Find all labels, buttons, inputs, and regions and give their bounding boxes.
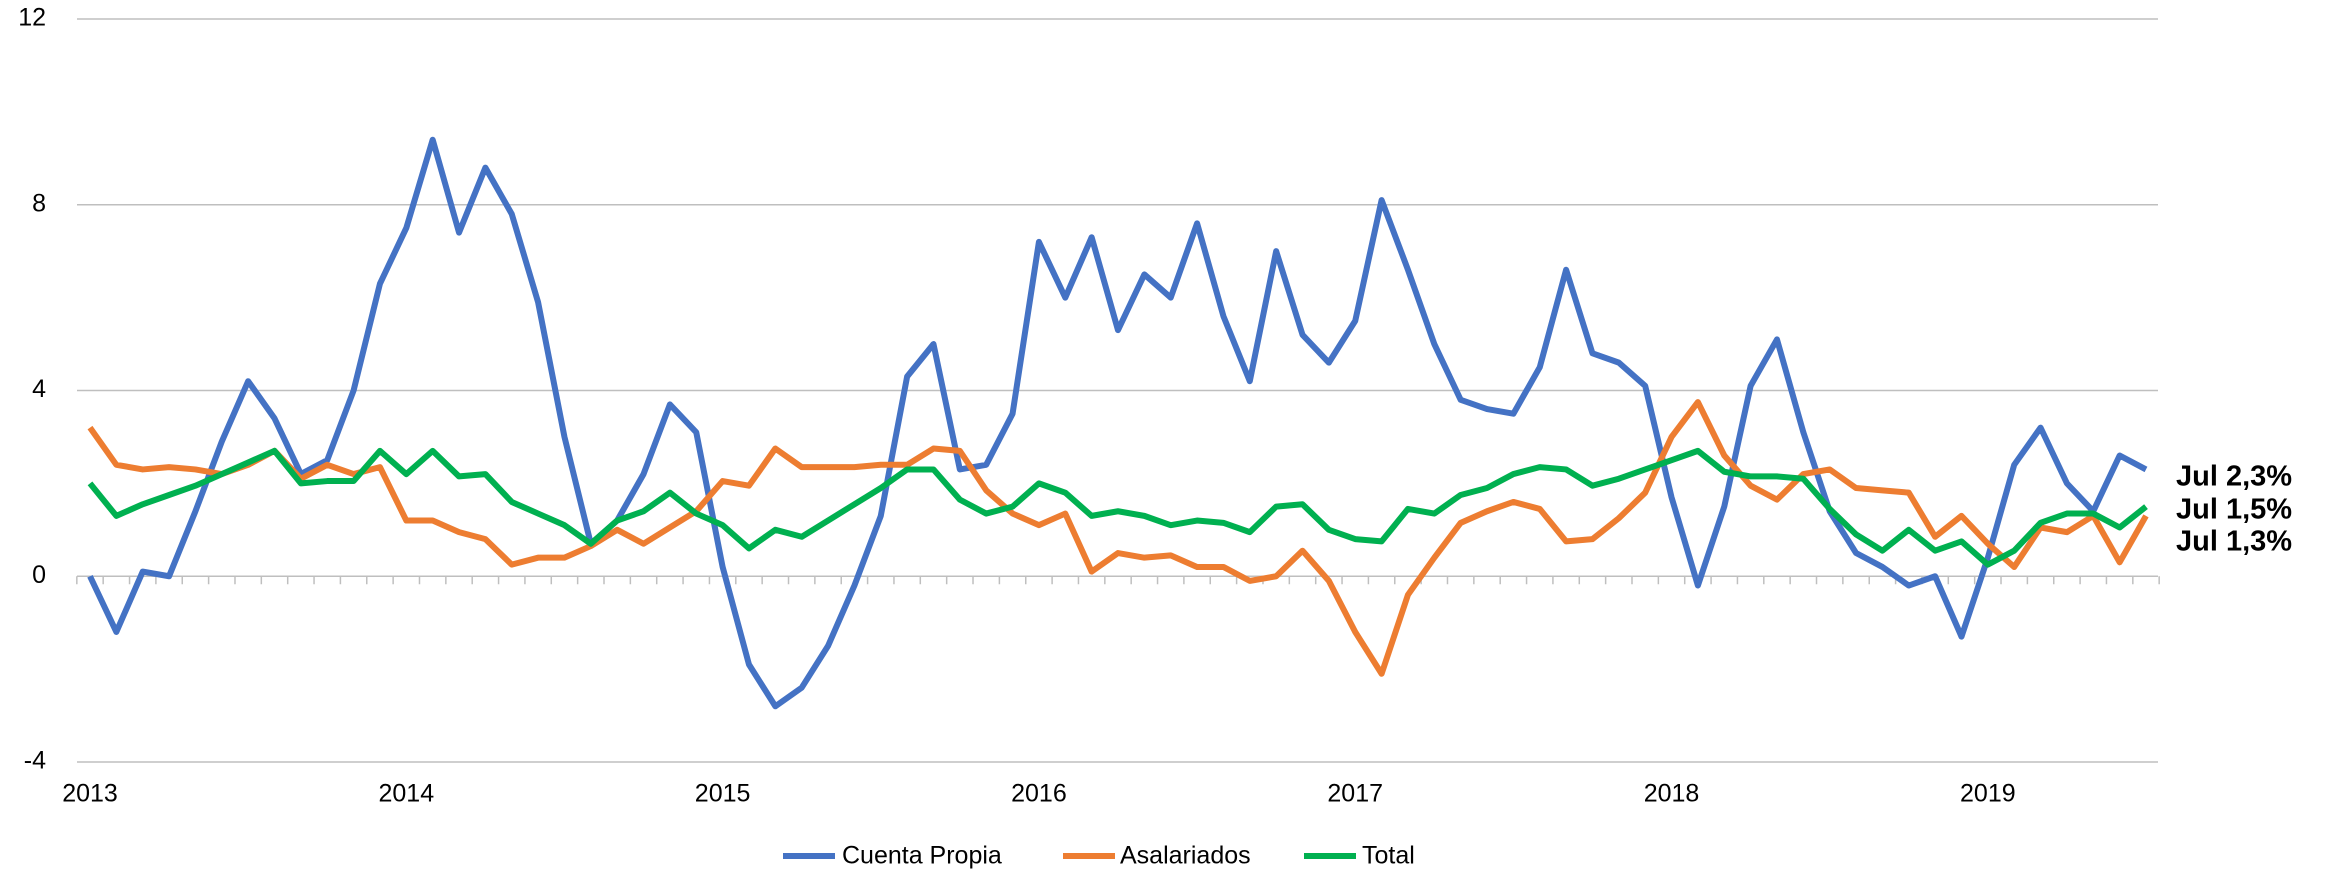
y-tick-label: 0 xyxy=(32,561,46,589)
y-tick-label: -4 xyxy=(24,747,46,775)
x-tick-label: 2017 xyxy=(1327,780,1383,808)
series-line xyxy=(87,399,2149,677)
y-tick-label: 8 xyxy=(32,189,46,217)
end-label: Jul 1,3% xyxy=(2176,526,2292,558)
x-tick-label: 2014 xyxy=(378,780,434,808)
x-tick-label: 2015 xyxy=(695,780,751,808)
y-tick-label: 4 xyxy=(32,375,46,403)
end-label: Jul 1,5% xyxy=(2176,494,2292,526)
x-tick-label: 2018 xyxy=(1644,780,1700,808)
legend-label: Cuenta Propia xyxy=(842,842,1002,870)
series-line xyxy=(87,447,2148,568)
x-tick-label: 2016 xyxy=(1011,780,1067,808)
x-tick-label: 2013 xyxy=(62,780,118,808)
series-line xyxy=(87,136,2148,710)
legend-label: Asalariados xyxy=(1120,842,1251,870)
y-tick-label: 12 xyxy=(18,4,46,32)
legend-label: Total xyxy=(1362,842,1415,870)
x-tick-label: 2019 xyxy=(1960,780,2016,808)
end-label: Jul 2,3% xyxy=(2176,461,2292,493)
